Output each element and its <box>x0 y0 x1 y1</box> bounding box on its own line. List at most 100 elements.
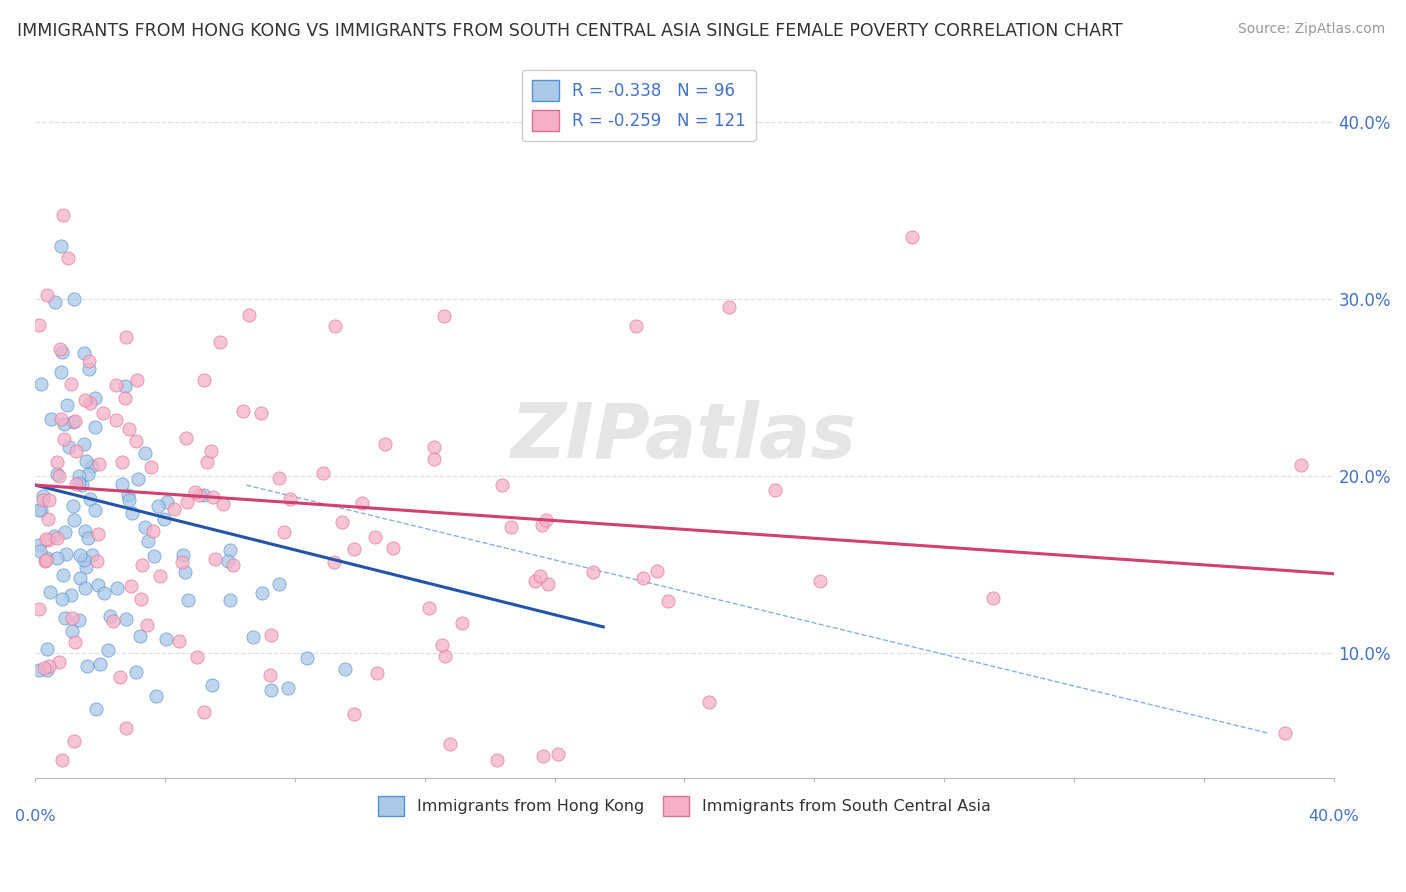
Point <box>98 608 121 623</box>
Point <box>193 373 215 387</box>
Point <box>267 577 290 591</box>
Point <box>53 610 76 624</box>
Point <box>374 437 396 451</box>
Point <box>333 662 356 676</box>
Point <box>273 524 295 539</box>
Point <box>155 632 177 646</box>
Legend: Immigrants from Hong Kong, Immigrants from South Central Asia: Immigrants from Hong Kong, Immigrants fr… <box>373 789 997 822</box>
Point <box>211 497 233 511</box>
Point <box>529 569 551 583</box>
Point <box>537 576 560 591</box>
Point <box>30 502 52 516</box>
Point <box>27 602 49 616</box>
Point <box>53 432 76 446</box>
Point <box>35 532 58 546</box>
Point <box>51 592 73 607</box>
Point <box>201 678 224 692</box>
Point <box>117 488 139 502</box>
Point <box>547 747 569 761</box>
Point <box>219 593 242 607</box>
Point <box>1289 458 1312 473</box>
Point <box>238 308 260 322</box>
Point <box>311 466 333 480</box>
Point <box>134 446 156 460</box>
Point <box>249 405 271 419</box>
Point <box>79 362 101 376</box>
Point <box>343 541 366 556</box>
Point <box>187 488 209 502</box>
Point <box>48 655 70 669</box>
Point <box>34 554 56 568</box>
Point <box>86 554 108 568</box>
Point <box>430 639 453 653</box>
Point <box>900 230 922 244</box>
Point <box>89 457 111 471</box>
Point <box>37 641 59 656</box>
Point <box>531 749 554 764</box>
Point <box>129 591 152 606</box>
Point <box>260 683 283 698</box>
Point <box>114 379 136 393</box>
Point <box>46 550 69 565</box>
Point <box>52 208 75 222</box>
Text: IMMIGRANTS FROM HONG KONG VS IMMIGRANTS FROM SOUTH CENTRAL ASIA SINGLE FEMALE PO: IMMIGRANTS FROM HONG KONG VS IMMIGRANTS … <box>17 22 1122 40</box>
Point <box>717 300 740 314</box>
Point <box>65 443 87 458</box>
Point <box>342 707 364 722</box>
Point <box>51 753 73 767</box>
Point <box>172 548 194 562</box>
Point <box>176 495 198 509</box>
Point <box>202 490 225 504</box>
Point <box>27 663 49 677</box>
Point <box>145 690 167 704</box>
Point <box>28 544 51 558</box>
Point <box>46 532 69 546</box>
Point <box>366 665 388 680</box>
Point <box>75 524 97 539</box>
Point <box>97 642 120 657</box>
Point <box>115 721 138 735</box>
Point <box>69 549 91 563</box>
Point <box>73 393 96 408</box>
Point <box>37 512 59 526</box>
Point <box>645 565 668 579</box>
Point <box>631 570 654 584</box>
Point <box>172 555 194 569</box>
Point <box>200 444 222 458</box>
Point <box>323 319 346 334</box>
Text: Source: ZipAtlas.com: Source: ZipAtlas.com <box>1237 22 1385 37</box>
Point <box>136 533 159 548</box>
Point <box>75 453 97 467</box>
Point <box>127 373 149 387</box>
Point <box>62 415 84 429</box>
Point <box>32 493 55 508</box>
Point <box>252 586 274 600</box>
Point <box>111 455 134 469</box>
Point <box>79 492 101 507</box>
Point <box>486 753 509 767</box>
Point <box>131 558 153 572</box>
Point <box>186 650 208 665</box>
Point <box>259 668 281 682</box>
Point <box>278 492 301 507</box>
Point <box>808 574 831 589</box>
Point <box>52 568 75 582</box>
Point <box>60 611 83 625</box>
Point <box>65 635 87 649</box>
Point <box>30 377 52 392</box>
Point <box>49 412 72 426</box>
Point <box>44 295 66 310</box>
Point <box>142 524 165 539</box>
Point <box>59 588 82 602</box>
Point <box>28 503 51 517</box>
Point <box>63 513 86 527</box>
Point <box>46 455 69 469</box>
Point <box>91 406 114 420</box>
Point <box>193 488 215 502</box>
Point <box>530 518 553 533</box>
Point <box>53 525 76 540</box>
Point <box>219 543 242 558</box>
Point <box>523 574 546 588</box>
Point <box>118 422 141 436</box>
Point <box>69 571 91 585</box>
